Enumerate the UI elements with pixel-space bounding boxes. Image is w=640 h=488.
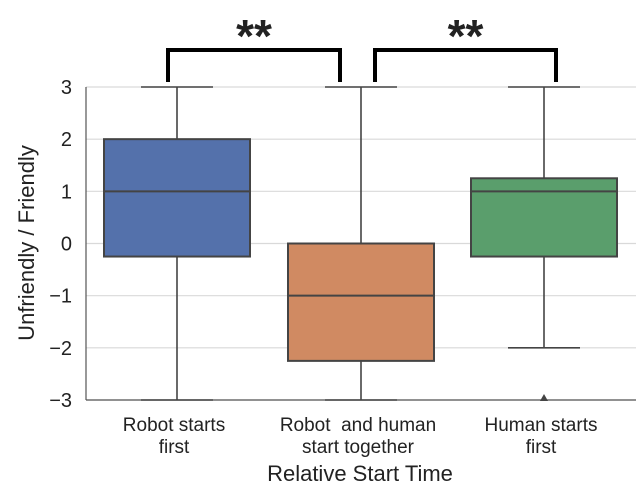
- y-tick-label: 2: [61, 129, 72, 151]
- x-tick-label: first: [159, 437, 190, 458]
- y-tick-label: 1: [61, 181, 72, 203]
- box: [103, 138, 251, 258]
- box-group: [470, 86, 618, 401]
- y-tick-label: −2: [49, 338, 72, 360]
- y-tick-label: 0: [61, 234, 72, 256]
- x-tick-label: Robot starts: [123, 415, 225, 436]
- y-tick-label: −3: [49, 390, 72, 412]
- x-tick-label: Human starts: [485, 415, 598, 436]
- x-axis-title: Relative Start Time: [267, 461, 453, 486]
- significance-label: **: [448, 10, 484, 62]
- boxes: [103, 86, 618, 401]
- significance-bracket: [373, 48, 558, 82]
- x-tick-label: first: [526, 437, 557, 458]
- significance-bracket: [166, 48, 342, 82]
- box-group: [287, 86, 435, 401]
- box-group: [103, 86, 251, 401]
- x-tick-label: start together: [302, 437, 415, 458]
- significance-label: **: [236, 10, 272, 62]
- box: [287, 242, 435, 362]
- x-tick-label: Robot and human: [280, 415, 436, 436]
- y-tick-labels: 3 2 1 0 −1 −2 −3: [49, 77, 72, 412]
- significance-brackets: ** **: [166, 10, 558, 82]
- box: [470, 177, 618, 258]
- outlier-point: [540, 394, 548, 401]
- y-tick-label: 3: [61, 77, 72, 99]
- y-tick-label: −1: [49, 286, 72, 308]
- y-axis-title: Unfriendly / Friendly: [14, 145, 39, 341]
